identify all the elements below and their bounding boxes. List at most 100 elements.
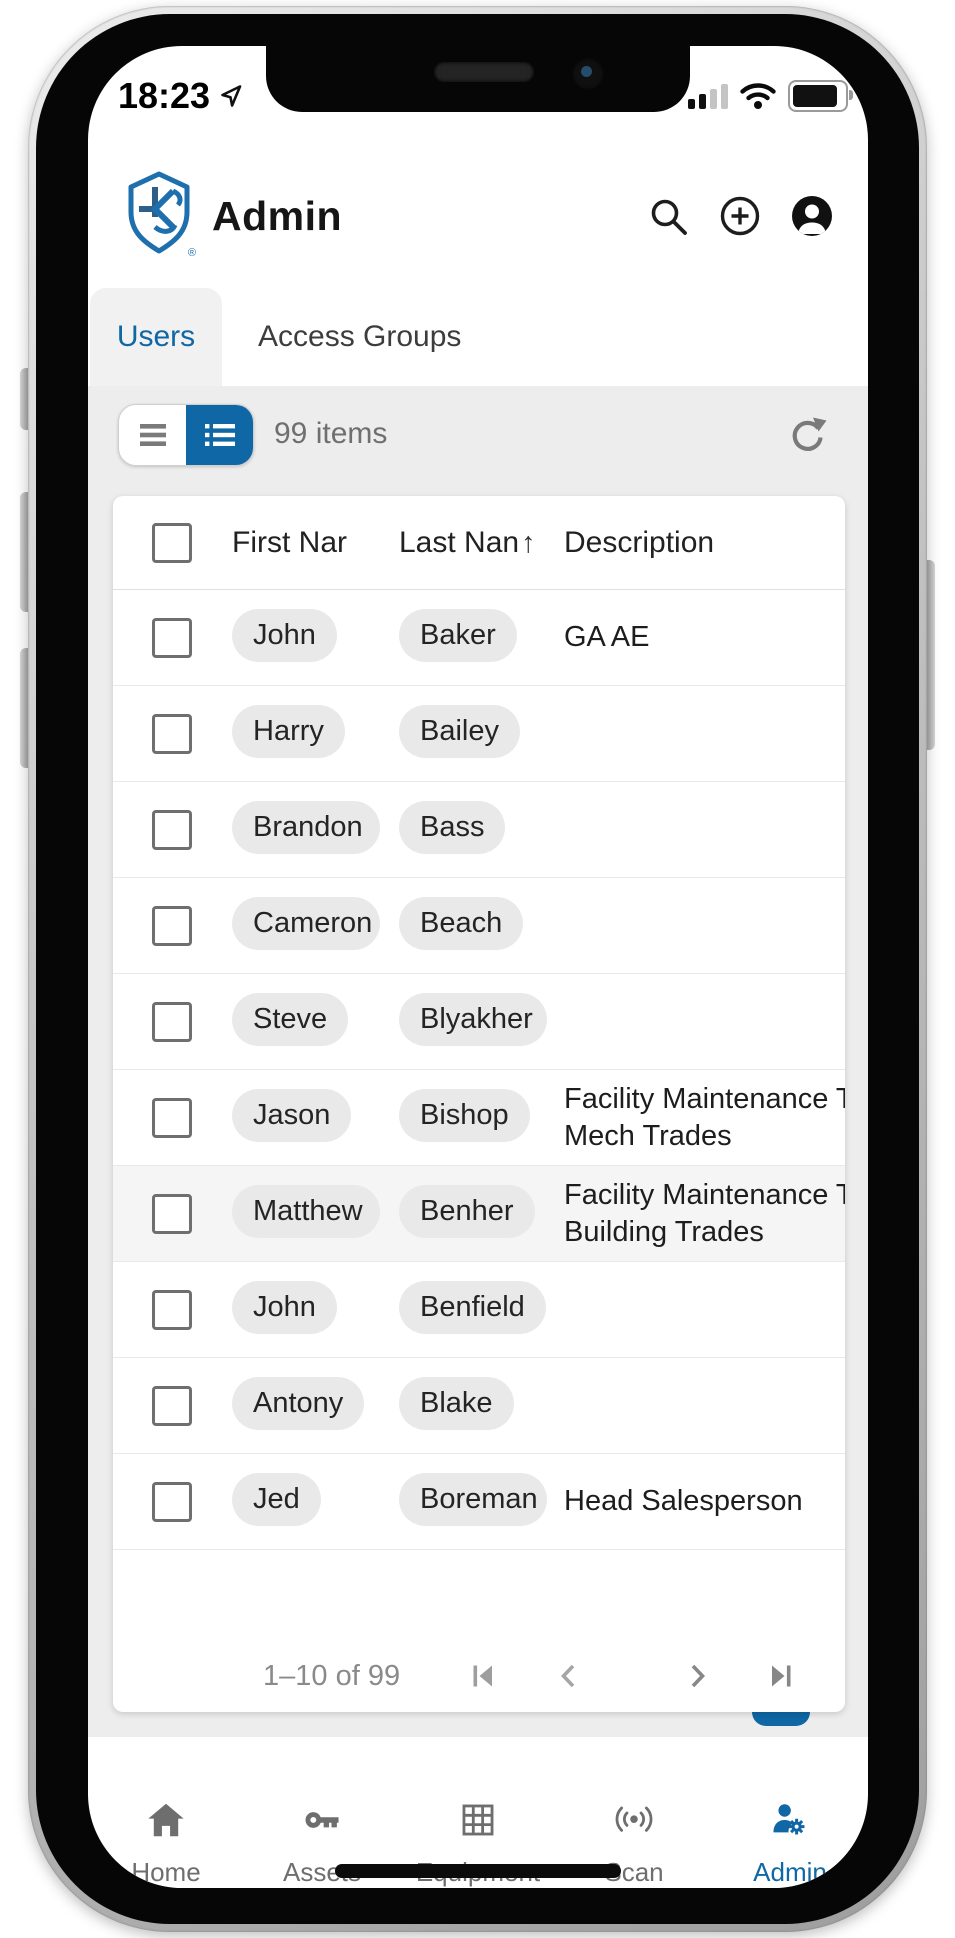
- account-button[interactable]: [790, 194, 834, 238]
- notch: [266, 46, 690, 112]
- tab-users-label: Users: [116, 320, 196, 353]
- search-icon: [651, 199, 687, 235]
- users-table-card: First Nar Last Nan↑ Description John Bak…: [113, 496, 845, 1712]
- next-page-button[interactable]: [679, 1658, 715, 1694]
- column-header-description[interactable]: Description: [564, 525, 715, 559]
- app-logo: ®: [126, 171, 196, 261]
- first-name-chip: John: [232, 1280, 337, 1334]
- table-row[interactable]: Matthew Benher Facility Maintenance T Bui…: [113, 1166, 845, 1262]
- last-name-chip: Beach: [399, 896, 524, 950]
- tab-access-groups-label: Access Groups: [258, 320, 462, 353]
- first-name-chip: Brandon: [232, 800, 380, 854]
- table-row[interactable]: Jed Boreman Head Salesperson: [113, 1454, 845, 1550]
- last-name-chip: Blyakher: [399, 992, 547, 1046]
- scan-signal-icon: [615, 1806, 653, 1832]
- tab-access-groups[interactable]: Access Groups: [222, 288, 461, 386]
- home-indicator: [335, 1864, 621, 1878]
- first-name-chip: Cameron: [232, 896, 380, 950]
- row-checkbox[interactable]: [152, 617, 192, 658]
- admin-user-gear-icon: [773, 1804, 805, 1835]
- first-name-chip: Matthew: [232, 1184, 380, 1238]
- tab-bar: Users Access Groups: [90, 288, 868, 386]
- avatar-icon: [792, 196, 832, 236]
- add-circle-icon: [720, 196, 760, 236]
- nav-label: Admin: [753, 1857, 827, 1887]
- row-checkbox[interactable]: [152, 1001, 192, 1042]
- description-cell: Head Salesperson: [564, 1485, 803, 1517]
- shield-k-logo-icon: [128, 171, 190, 254]
- nav-item-admin[interactable]: Admin: [712, 1737, 868, 1888]
- last-name-chip: Benher: [399, 1184, 535, 1238]
- list-bulleted-icon: [204, 424, 235, 446]
- row-checkbox[interactable]: [152, 1193, 192, 1234]
- row-checkbox[interactable]: [152, 809, 192, 850]
- description-cell: GA AE: [564, 621, 650, 653]
- nav-label: Home: [131, 1857, 201, 1887]
- signal-strength-icon: [688, 83, 728, 109]
- last-page-icon: [772, 1665, 791, 1687]
- view-compact-button[interactable]: [119, 405, 186, 465]
- table-header-row: First Nar Last Nan↑ Description: [113, 496, 845, 590]
- row-checkbox[interactable]: [152, 1289, 192, 1330]
- last-name-chip: Bass: [399, 800, 506, 854]
- column-header-last-name[interactable]: Last Nan↑: [399, 525, 536, 559]
- chevron-right-icon: [691, 1664, 705, 1688]
- previous-page-button[interactable]: [551, 1658, 587, 1694]
- last-page-button[interactable]: [763, 1658, 799, 1694]
- last-name-chip: Blake: [399, 1376, 514, 1430]
- first-name-chip: Steve: [232, 992, 349, 1046]
- row-checkbox[interactable]: [152, 1481, 192, 1522]
- page-title: Admin: [212, 192, 343, 239]
- wifi-icon: [740, 83, 776, 109]
- row-checkbox[interactable]: [152, 905, 192, 946]
- list-plain-icon: [139, 424, 166, 446]
- column-header-first-name[interactable]: First Nar: [232, 525, 347, 559]
- table-row[interactable]: Jason Bishop Facility Maintenance T Mech …: [113, 1070, 845, 1166]
- items-count: 99 items: [274, 417, 388, 450]
- chevron-left-icon: [561, 1664, 575, 1688]
- last-name-chip: Boreman: [399, 1472, 547, 1526]
- table-row[interactable]: John Baker GA AE: [113, 590, 845, 686]
- grid-icon: [462, 1804, 494, 1836]
- battery-icon: [788, 80, 853, 112]
- first-name-chip: Jason: [232, 1088, 352, 1142]
- first-page-button[interactable]: [465, 1658, 501, 1694]
- row-checkbox[interactable]: [152, 1097, 192, 1138]
- front-camera: [572, 58, 604, 90]
- sort-ascending-icon: ↑: [521, 526, 536, 559]
- status-bar: 18:23: [88, 70, 868, 122]
- home-icon: [148, 1803, 184, 1837]
- tab-users[interactable]: Users: [90, 288, 222, 386]
- app-header: ® Admin: [126, 162, 834, 270]
- view-detailed-button[interactable]: [186, 405, 253, 465]
- registered-trademark: ®: [187, 247, 196, 259]
- table-row[interactable]: Antony Blake: [113, 1358, 845, 1454]
- view-toggle: [118, 404, 254, 466]
- table-row[interactable]: Steve Blyakher: [113, 974, 845, 1070]
- pagination-range: 1–10 of 99: [263, 1660, 401, 1692]
- table-row[interactable]: John Benfield: [113, 1262, 845, 1358]
- row-checkbox[interactable]: [152, 713, 192, 754]
- first-page-icon: [473, 1665, 492, 1687]
- refresh-button[interactable]: [786, 414, 828, 456]
- table-row[interactable]: Brandon Bass: [113, 782, 845, 878]
- description-cell: Facility Maintenance T Mech Trades: [564, 1082, 845, 1152]
- first-name-chip: Harry: [232, 704, 345, 758]
- search-button[interactable]: [646, 194, 690, 238]
- speaker-grille: [434, 62, 534, 82]
- nav-item-home[interactable]: Home: [88, 1737, 244, 1888]
- last-name-chip: Benfield: [399, 1280, 546, 1334]
- table-row[interactable]: Cameron Beach: [113, 878, 845, 974]
- phone-screen: 18:23: [88, 46, 868, 1888]
- last-name-chip: Baker: [399, 608, 517, 662]
- pagination-bar: 1–10 of 99: [113, 1648, 845, 1704]
- first-name-chip: Jed: [232, 1472, 321, 1526]
- add-user-button[interactable]: [718, 194, 762, 238]
- first-name-chip: John: [232, 608, 337, 662]
- table-row[interactable]: Harry Bailey: [113, 686, 845, 782]
- select-all-checkbox[interactable]: [152, 522, 192, 563]
- last-name-chip: Bailey: [399, 704, 520, 758]
- row-checkbox[interactable]: [152, 1385, 192, 1426]
- time-text: 18:23: [118, 75, 211, 116]
